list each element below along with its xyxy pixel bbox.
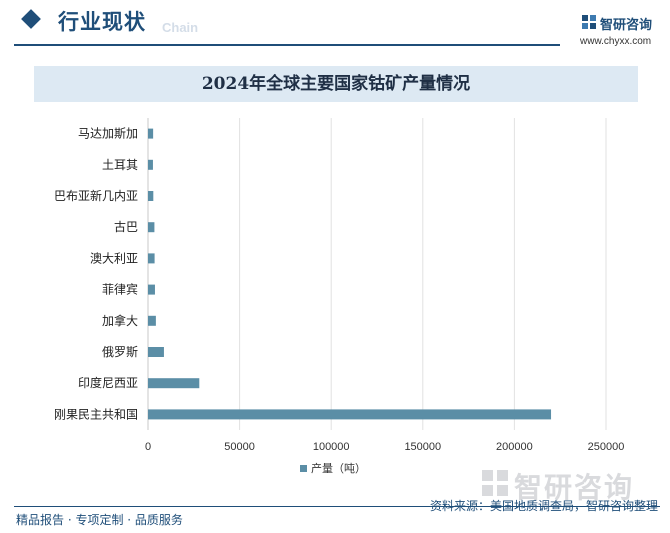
legend-swatch	[300, 465, 307, 472]
legend-label: 产量（吨）	[311, 461, 366, 475]
bar	[148, 378, 200, 389]
watermark-text: 智研咨询	[514, 471, 635, 504]
y-category-label: 古巴	[114, 219, 138, 234]
bar	[148, 128, 154, 139]
bar	[148, 253, 155, 264]
section-title: 行业现状	[58, 10, 146, 34]
y-category-label: 巴布亚新几内亚	[54, 188, 138, 203]
x-tick-label: 50000	[224, 441, 255, 453]
section-subtitle: Chain	[162, 20, 199, 35]
bar	[148, 159, 153, 170]
x-tick-label: 100000	[313, 441, 350, 453]
bar	[148, 284, 155, 295]
x-tick-label: 0	[145, 441, 151, 453]
x-tick-label: 250000	[588, 441, 625, 453]
y-category-label: 印度尼西亚	[78, 375, 138, 390]
y-category-label: 澳大利亚	[90, 251, 138, 265]
y-category-label: 俄罗斯	[102, 345, 138, 359]
bar	[148, 409, 552, 420]
x-tick-label: 200000	[496, 441, 533, 453]
y-category-label: 马达加斯加	[78, 127, 138, 141]
header: 行业现状 Chain 智研咨询 www.chyxx.com	[0, 0, 670, 50]
bar	[148, 347, 164, 357]
brand-name: 智研咨询	[600, 18, 653, 33]
y-category-label: 加拿大	[102, 313, 138, 328]
x-tick-label: 150000	[404, 441, 441, 453]
bar	[148, 222, 155, 233]
bar	[148, 191, 154, 201]
brand-url: www.chyxx.com	[580, 36, 652, 47]
header-divider	[14, 44, 560, 46]
watermark-logo-icon	[482, 470, 508, 500]
chart-title: 2024年全球主要国家钴矿产量情况	[201, 74, 471, 94]
brand-logo-icon	[582, 15, 596, 29]
y-category-label: 菲律宾	[102, 282, 138, 297]
footer-slogan: 精品报告 · 专项定制 · 品质服务	[16, 513, 183, 527]
y-category-label: 土耳其	[102, 158, 138, 172]
y-category-label: 刚果民主共和国	[54, 407, 138, 421]
bar	[148, 315, 156, 326]
chart-title-band	[34, 66, 638, 102]
footer-divider	[14, 506, 660, 507]
